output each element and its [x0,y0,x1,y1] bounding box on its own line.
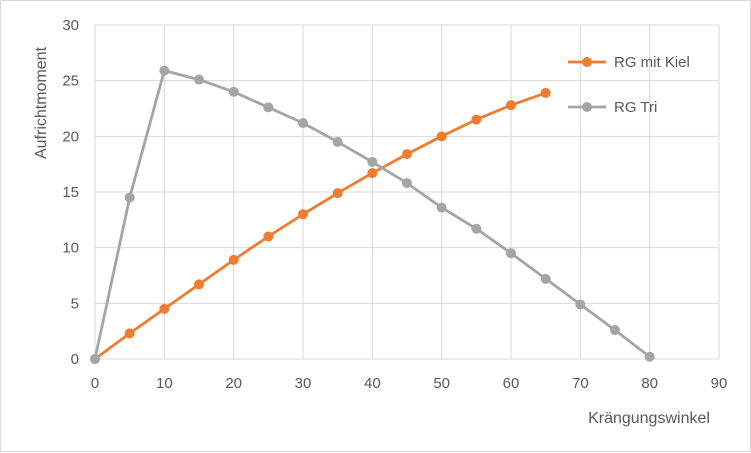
series-line [94,91,547,361]
data-point [263,102,274,113]
data-point [540,87,551,98]
data-point [471,114,482,125]
legend: RG mit Kiel RG Tri [568,54,690,116]
data-point [194,74,204,85]
x-tick-labels: 0 10 20 30 40 50 60 70 80 90 [91,375,728,392]
y-tick-label: 10 [62,240,79,257]
x-tick-label: 80 [641,375,658,392]
x-tick-label: 10 [156,375,173,392]
data-point [124,192,135,203]
gridlines [94,24,720,360]
data-point [332,188,343,199]
data-point [159,303,170,314]
x-tick-label: 50 [433,375,450,392]
data-point [228,254,239,265]
legend-label: RG Tri [614,99,657,116]
data-point [402,149,412,160]
data-point [436,131,447,142]
series-layer [90,65,655,364]
data-point [298,209,308,220]
data-point [228,86,239,97]
y-axis-title: Aufrichtmoment [33,46,50,159]
series-1 [90,87,551,364]
y-tick-label: 15 [62,184,79,201]
y-tick-label: 5 [71,295,79,312]
data-point [402,178,412,189]
data-point [194,279,204,290]
data-point [436,202,447,213]
data-point [506,100,516,111]
y-tick-label: 30 [62,17,79,34]
y-tick-label: 20 [62,128,79,145]
data-point [471,223,482,234]
series-2 [90,65,655,364]
x-tick-label: 70 [572,375,589,392]
x-axis-title: Krängungswinkel [588,410,710,427]
data-point [610,325,620,336]
y-tick-label: 25 [62,73,79,90]
data-point [298,117,308,128]
data-point [540,273,551,284]
data-point [332,136,343,147]
legend-swatch-marker [582,102,592,112]
data-point [159,65,170,76]
data-point [506,248,516,259]
x-tick-label: 20 [225,375,242,392]
data-point [124,328,135,339]
x-tick-label: 30 [295,375,312,392]
data-point [367,156,378,167]
legend-item: RG mit Kiel [568,54,690,71]
y-tick-labels: 0 5 10 15 20 25 30 [62,17,79,368]
x-tick-label: 60 [503,375,520,392]
data-point [263,231,274,242]
x-tick-label: 90 [711,375,728,392]
data-point [90,354,100,364]
data-point [367,168,378,179]
legend-item: RG Tri [568,99,657,116]
data-point [575,299,586,310]
data-point [644,351,655,362]
x-tick-label: 0 [91,375,99,392]
x-tick-label: 40 [364,375,381,392]
y-tick-label: 0 [71,351,79,368]
legend-swatch-marker [582,57,592,67]
legend-label: RG mit Kiel [614,54,690,71]
